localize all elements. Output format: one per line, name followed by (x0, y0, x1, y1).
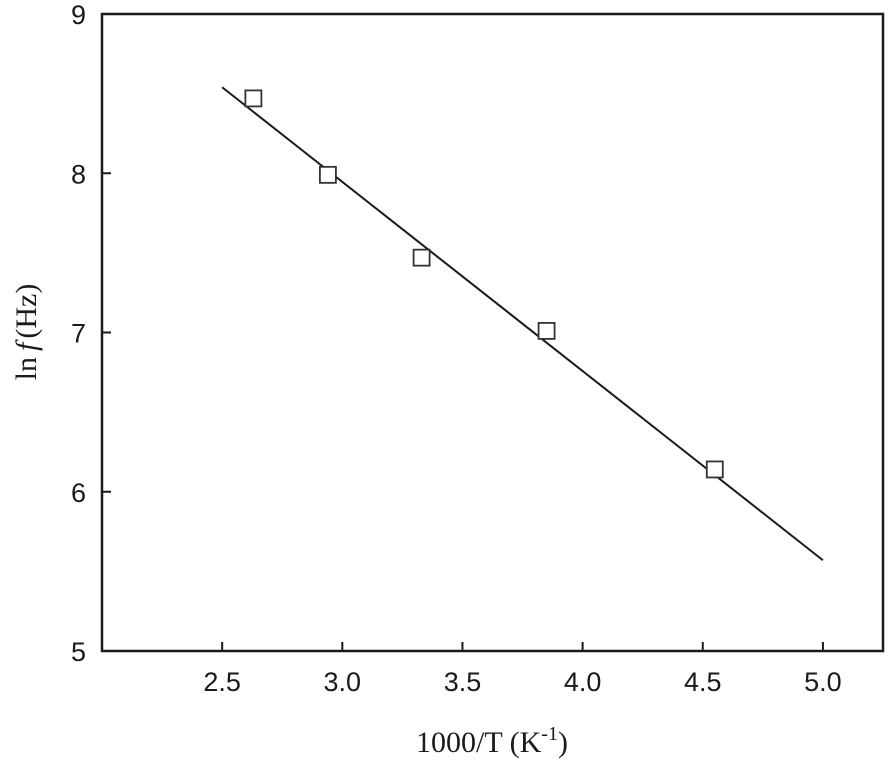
x-tick-label: 2.5 (203, 667, 241, 697)
x-axis-title: 1000/T (K-1) (416, 723, 568, 759)
y-tick-label: 8 (71, 159, 86, 189)
y-tick-labels: 5 6 7 8 9 (71, 0, 86, 667)
x-tick-label: 3.0 (324, 667, 362, 697)
x-tick-labels: 2.5 3.0 3.5 4.0 4.5 5.0 (203, 667, 841, 697)
y-axis-title-prefix: ln (10, 357, 43, 380)
x-tick-label: 3.5 (444, 667, 482, 697)
x-tick-label: 4.5 (684, 667, 722, 697)
data-point (244, 89, 263, 108)
data-points (244, 89, 724, 479)
x-tick-label: 5.0 (804, 667, 842, 697)
y-tick-label: 6 (71, 478, 86, 508)
data-point (412, 248, 431, 267)
y-tick-label: 9 (71, 0, 86, 30)
data-point (705, 460, 724, 479)
y-tick-label: 5 (71, 637, 86, 667)
data-point (537, 322, 556, 340)
x-tick-label: 4.0 (564, 667, 602, 697)
axis-ticks (102, 13, 824, 652)
y-tick-label: 7 (71, 319, 86, 349)
y-axis-title-suffix: (Hz) (10, 284, 43, 339)
fit-line-group (221, 86, 824, 562)
y-axis-title-italic: f (10, 339, 43, 351)
fit-line (221, 86, 824, 562)
x-axis-title-main: 1000/T (K (416, 726, 542, 759)
x-axis-title-sup: -1 (541, 723, 558, 745)
plot-frame (100, 12, 885, 653)
data-point (318, 165, 337, 184)
y-axis-title: ln f(Hz) (10, 284, 43, 381)
x-axis-title-close: ) (558, 726, 568, 759)
